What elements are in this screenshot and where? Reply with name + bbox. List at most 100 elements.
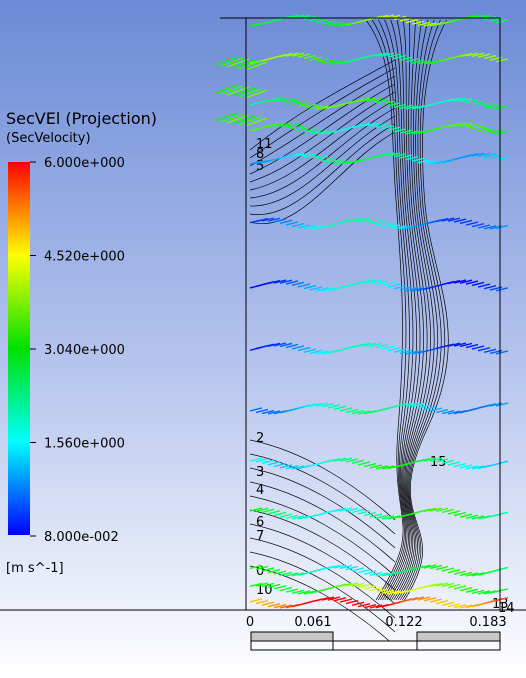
contour-line [249,495,396,577]
velocity-vector [261,409,275,415]
velocity-vector [261,582,275,588]
velocity-vector [249,407,263,412]
velocity-vector [339,564,353,570]
velocity-vector [315,287,329,292]
velocity-vector [357,410,371,415]
velocity-vector [441,582,455,588]
velocity-vector [465,152,479,158]
velocity-vector [285,514,299,519]
velocity-vector [477,102,491,107]
velocity-vector [441,601,455,607]
velocity-vector [267,342,281,347]
velocity-vector [441,459,455,465]
velocity-vector [345,565,359,571]
velocity-vector [393,348,407,353]
velocity-vector [447,217,461,222]
velocity-vector [381,281,395,287]
velocity-vector [273,122,287,127]
velocity-vector [244,61,268,71]
velocity-vector [315,105,329,110]
velocity-vector [423,507,437,512]
contour-label: 4 [256,483,264,498]
velocity-vector [363,342,377,347]
velocity-vector [333,405,347,411]
velocity-vector [459,571,473,577]
velocity-vector [393,153,407,158]
velocity-vector [297,346,311,352]
velocity-vector [471,589,485,595]
velocity-vector [279,342,293,348]
velocity-vector [369,279,383,284]
velocity-vector [321,287,335,292]
velocity-vector [357,97,371,102]
velocity-vector [453,585,467,590]
velocity-vector [399,154,413,159]
velocity-vector [261,459,275,464]
velocity-vector [477,224,491,229]
velocity-vector [279,513,293,518]
velocity-vector [363,570,377,575]
velocity-vector [321,402,335,408]
vector-field [214,14,509,609]
contour-line [249,467,396,549]
velocity-vector [291,100,305,105]
velocity-vector [405,156,419,161]
velocity-vector [327,159,341,164]
contour-line [399,19,442,601]
velocity-vector [375,221,389,226]
velocity-vector [399,402,413,407]
velocity-vector [333,507,347,512]
velocity-vector [381,465,395,470]
velocity-vector [495,19,509,24]
velocity-vector [261,567,275,572]
velocity-vector [477,283,491,288]
velocity-vector [279,279,293,284]
velocity-vector [435,599,449,605]
velocity-vector [381,345,395,350]
velocity-vector [267,97,281,102]
velocity-vector [399,56,413,61]
contour-line [249,481,396,563]
velocity-vector [399,349,413,355]
velocity-vector [381,152,395,157]
contour-line [249,537,396,619]
velocity-vector [321,157,335,162]
velocity-vector [357,217,371,222]
velocity-vector [435,565,449,571]
contour-label: 14 [498,601,515,616]
velocity-vector [303,348,317,353]
velocity-vector [483,153,497,158]
velocity-vector [453,97,467,102]
velocity-vector [429,457,443,462]
velocity-vector [495,402,509,407]
velocity-vector [483,285,497,290]
velocity-vector [357,461,371,466]
contour-line [249,99,396,191]
velocity-vector [369,586,383,592]
velocity-vector [393,590,407,595]
velocity-vector [495,224,509,230]
contour-line [249,75,396,167]
velocity-vector [465,465,479,470]
velocity-vector [226,114,250,124]
velocity-vector [220,113,244,123]
velocity-vector [333,160,347,165]
velocity-vector [285,123,299,128]
velocity-vector [405,402,419,407]
velocity-vector [375,280,389,285]
velocity-vector [447,97,461,102]
velocity-vector [399,286,413,291]
velocity-vector [495,511,509,516]
velocity-vector [279,219,293,224]
velocity-vector [267,583,281,589]
velocity-vector [267,279,281,285]
velocity-vector [459,279,473,284]
contour-line [249,439,396,521]
velocity-vector [483,54,497,60]
velocity-vector [369,52,383,58]
velocity-vector [483,103,497,109]
velocity-vector [363,603,377,609]
velocity-vector [315,155,329,161]
velocity-vector [387,152,401,157]
velocity-vector [459,219,473,225]
